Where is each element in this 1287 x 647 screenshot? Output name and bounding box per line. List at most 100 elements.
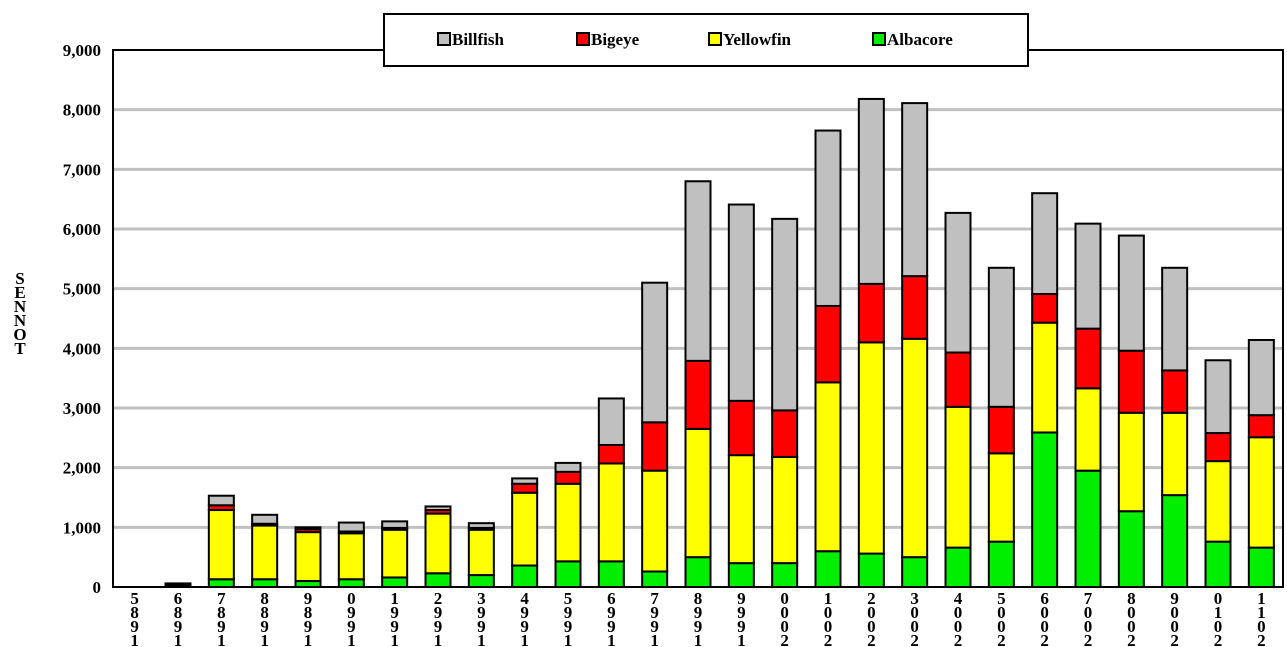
legend-swatch-billfish <box>437 32 451 46</box>
bar-segment-billfish <box>207 494 235 507</box>
legend-swatch-albacore <box>872 32 886 46</box>
bar-segment-billfish <box>901 102 929 278</box>
bar-segment-yellowfin <box>944 405 972 549</box>
y-tick-label: 6,000 <box>63 220 101 239</box>
bar-segment-albacore <box>337 578 365 589</box>
bar-segment-billfish <box>381 520 409 529</box>
bar-segment-albacore <box>511 564 539 589</box>
bar-segment-billfish <box>1074 222 1102 330</box>
bar-segment-yellowfin <box>857 341 885 555</box>
bar-segment-yellowfin <box>467 528 495 577</box>
bar-segment-bigeye <box>944 351 972 408</box>
y-tick-label: 7,000 <box>63 160 101 179</box>
bar-segment-billfish <box>251 513 279 525</box>
bar-segment-albacore <box>857 552 885 589</box>
bar-segment-albacore <box>641 570 669 589</box>
bar-segment-albacore <box>381 576 409 588</box>
x-axis-ticks: 5 8 9 1 6 8 9 1 7 8 9 1 8 8 9 1 9 8 9 1 0 9 9 1 1 9 9 1 2 9 9 1 3 9 9 1 4 9 9 1… <box>130 589 1265 647</box>
bar-segment-billfish <box>424 505 452 512</box>
bar-segment-yellowfin <box>251 524 279 581</box>
bar-segment-yellowfin <box>641 469 669 573</box>
y-tick-label: 9,000 <box>63 41 101 60</box>
bar-segment-yellowfin <box>684 427 712 559</box>
bar-segment-billfish <box>467 522 495 529</box>
bar-segment-billfish <box>727 203 755 402</box>
legend-box <box>383 13 1029 67</box>
bar-segment-albacore <box>944 546 972 588</box>
bar-segment-billfish <box>1247 338 1275 417</box>
bar-segment-bigeye <box>684 359 712 430</box>
y-axis-ticks: 0 1,000 2,000 3,000 4,000 5,000 6,000 7,000 8,00… <box>63 41 101 597</box>
bar-segment-yellowfin <box>1204 460 1232 543</box>
bar-segment-billfish <box>1161 266 1189 372</box>
bar-segment-bigeye <box>771 409 799 458</box>
bar-segment-yellowfin <box>1031 321 1059 434</box>
bar-segment-billfish <box>1204 359 1232 435</box>
bar-segment-yellowfin <box>511 491 539 567</box>
bar-segment-billfish <box>597 397 625 446</box>
bar-segment-yellowfin <box>1074 387 1102 472</box>
y-tick-label: 2,000 <box>63 459 101 478</box>
bar-segment-bigeye <box>597 443 625 465</box>
bar-segment-yellowfin <box>207 509 235 581</box>
bar-segment-albacore <box>424 572 452 589</box>
bar-segment-albacore <box>554 560 582 588</box>
bar-segment-bigeye <box>511 482 539 494</box>
y-tick-label: 1,000 <box>63 518 101 537</box>
y-tick-label: 5,000 <box>63 280 101 299</box>
legend-swatch-bigeye <box>576 32 590 46</box>
bar-segment-billfish <box>554 461 582 473</box>
bar-segment-bigeye <box>1204 432 1232 463</box>
bar-segment-yellowfin <box>814 381 842 553</box>
bar-segment-billfish <box>814 129 842 307</box>
bar-segment-albacore <box>467 574 495 588</box>
y-tick-label: 4,000 <box>63 339 101 358</box>
bar-segment-bigeye <box>1161 369 1189 414</box>
bar-segment-bigeye <box>641 421 669 472</box>
legend-swatch-yellowfin <box>708 32 722 46</box>
bar-segment-billfish <box>164 582 192 586</box>
bar-segment-bigeye <box>901 275 929 340</box>
bar-segment-albacore <box>1031 431 1059 589</box>
bar-segment-albacore <box>1204 540 1232 588</box>
bar-segment-billfish <box>987 266 1015 408</box>
bar-segment-albacore <box>207 578 235 589</box>
bar-segment-bigeye <box>814 304 842 384</box>
bar-segment-yellowfin <box>294 531 322 583</box>
bar-segment-albacore <box>1247 546 1275 588</box>
bar-segment-albacore <box>771 562 799 589</box>
bar-segment-albacore <box>1117 510 1145 588</box>
bar-segment-bigeye <box>1074 327 1102 390</box>
legend: Billfish Bigeye Yellowfin Albacore <box>383 13 1029 67</box>
bar-segment-billfish <box>294 526 322 531</box>
bar-segment-billfish <box>1031 192 1059 296</box>
bar-segment-bigeye <box>727 399 755 457</box>
bar-segment-billfish <box>771 217 799 412</box>
